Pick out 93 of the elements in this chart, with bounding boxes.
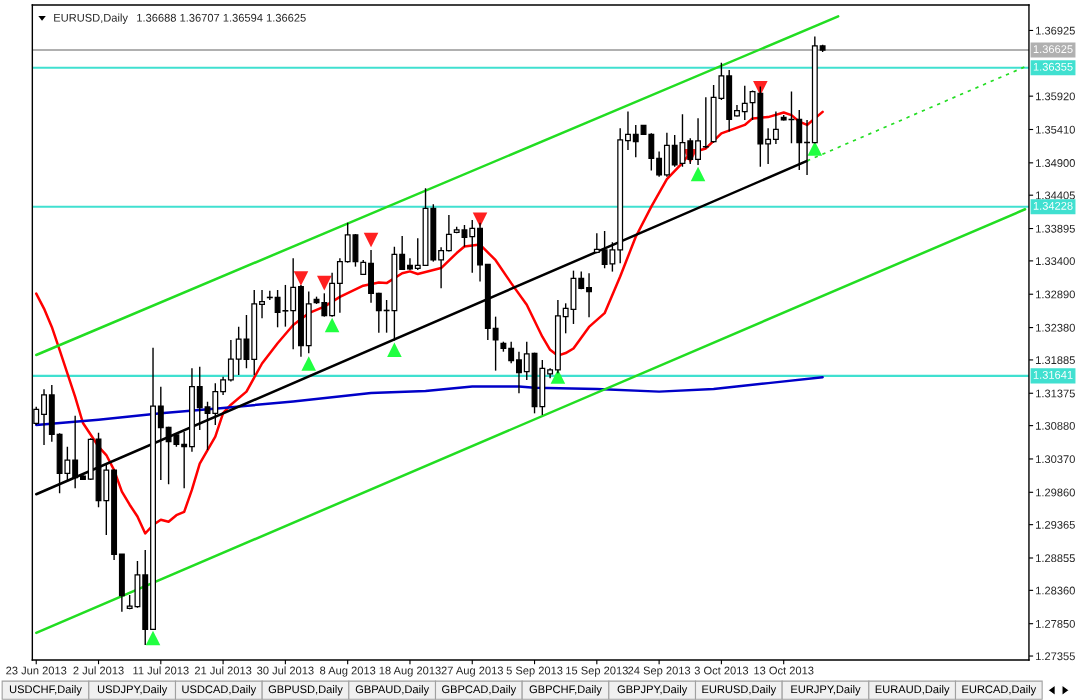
candlestick	[593, 232, 600, 255]
candlestick	[508, 340, 515, 365]
x-tick-label: 15 Sep 2013	[566, 666, 628, 677]
candlestick	[399, 235, 406, 271]
point	[472, 212, 488, 227]
point	[690, 166, 706, 182]
candlestick	[492, 315, 499, 372]
candlestick	[469, 219, 476, 274]
candlestick	[72, 414, 79, 490]
candlestick	[157, 385, 164, 481]
x-tick-label: 23 Jun 2013	[6, 666, 67, 675]
y-tick-label: 1.35410	[1036, 125, 1075, 134]
text: USDJPY,Daily	[97, 685, 168, 696]
candlestick	[181, 430, 188, 490]
text: GBPCHF,Daily	[529, 685, 602, 696]
candlestick	[414, 237, 421, 271]
x-tick-label: 3 Oct 2013	[694, 666, 749, 675]
ref-line-label: 1.36355	[1033, 62, 1073, 71]
y-tick-label: 1.30880	[1036, 421, 1075, 430]
y-tick-label: 1.36925	[1036, 26, 1075, 35]
text: EURAUD,Daily	[875, 685, 950, 696]
x-tick-label: 30 Jul 2013	[257, 666, 314, 675]
line-series	[34, 375, 824, 427]
text: GBPUSD,Daily	[268, 685, 343, 696]
x-tick-label: 2 Jul 2013	[73, 666, 124, 675]
candlestick	[656, 150, 663, 178]
candlestick	[41, 388, 47, 446]
y-tick-label: 1.33400	[1036, 257, 1075, 266]
text: EURCAD,Daily	[962, 685, 1037, 696]
y-tick-label: 1.32380	[1036, 323, 1075, 332]
point	[363, 232, 379, 248]
candlestick	[695, 117, 702, 166]
y-tick-label: 1.30370	[1036, 455, 1075, 464]
point	[387, 342, 402, 358]
x-tick-label: 11 Jul 2013	[133, 666, 189, 675]
y-tick-label: 1.27850	[1036, 619, 1075, 628]
text: USDCHF,Daily	[9, 685, 82, 696]
x-tick-label: 13 Oct 2013	[754, 666, 814, 675]
ref-line-label: 1.34228	[1033, 201, 1073, 210]
y-tick-label: 1.29365	[1036, 520, 1075, 529]
candlestick	[687, 137, 694, 165]
y-tick-label: 1.27355	[1036, 652, 1075, 661]
text: EURUSD,Daily	[54, 13, 128, 24]
y-tick-label: 1.34405	[1036, 191, 1075, 200]
candlestick	[625, 110, 631, 151]
y-tick-label: 1.31885	[1036, 356, 1075, 365]
x-tick-label: 21 Jul 2013	[194, 666, 252, 675]
candlestick	[336, 257, 343, 314]
x-tick-label: 18 Aug 2013	[379, 666, 441, 677]
candlestick	[516, 350, 522, 395]
text: EURUSD,Daily	[702, 685, 777, 696]
candlestick	[259, 289, 265, 319]
text: EURJPY,Daily	[791, 685, 861, 696]
candlestick	[765, 127, 772, 165]
candlestick	[772, 110, 779, 145]
y-tick-label: 1.28360	[1036, 586, 1075, 595]
candlestick	[220, 375, 227, 396]
x-tick-label: 8 Aug 2013	[320, 666, 376, 677]
y-tick-label: 1.33895	[1036, 224, 1075, 233]
text: GBPAUD,Daily	[355, 685, 430, 696]
candlestick	[375, 291, 382, 334]
x-tick-label: 5 Sep 2013	[506, 666, 563, 677]
ref-line-label: 1.31641	[1033, 370, 1073, 379]
text: GBPCAD,Daily	[442, 685, 517, 696]
candlestick	[438, 246, 445, 289]
candlestick	[523, 340, 530, 381]
text: GBPJPY,Daily	[617, 685, 688, 696]
candlestick	[227, 339, 234, 383]
y-tick-label: 1.28855	[1036, 554, 1075, 563]
candlestick	[632, 124, 639, 158]
candlestick	[290, 257, 297, 351]
point	[550, 369, 566, 384]
y-tick-label: 1.31375	[1036, 389, 1075, 398]
point	[145, 630, 161, 646]
candlestick	[445, 214, 452, 253]
text: USDCAD,Daily	[182, 685, 257, 696]
candlestick	[741, 84, 748, 121]
y-tick-label: 1.29860	[1036, 488, 1075, 497]
candlestick	[586, 272, 593, 318]
point	[317, 275, 332, 291]
x-tick-label: 27 Aug 2013	[441, 666, 503, 677]
x-tick-label: 24 Sep 2013	[628, 666, 691, 677]
candlestick	[196, 365, 203, 431]
ref-line-label: 1.36625	[1033, 45, 1073, 54]
point	[301, 356, 317, 371]
point	[324, 317, 340, 333]
candlestick	[702, 96, 709, 149]
y-tick-label: 1.34900	[1036, 159, 1075, 167]
point	[293, 271, 309, 286]
point	[807, 141, 823, 156]
y-tick-label: 1.35920	[1036, 92, 1075, 101]
text: 1.36688 1.36707 1.36594 1.36625	[137, 13, 306, 22]
y-tick-label: 1.32890	[1036, 290, 1075, 299]
